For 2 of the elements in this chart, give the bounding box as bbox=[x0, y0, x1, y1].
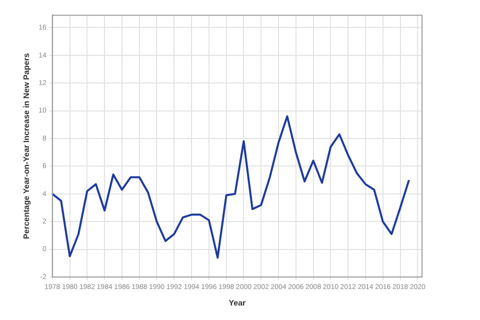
x-axis-title: Year bbox=[228, 298, 246, 308]
y-axis-title: Percentage Year-on-Year Increase in New Papers bbox=[22, 52, 32, 239]
